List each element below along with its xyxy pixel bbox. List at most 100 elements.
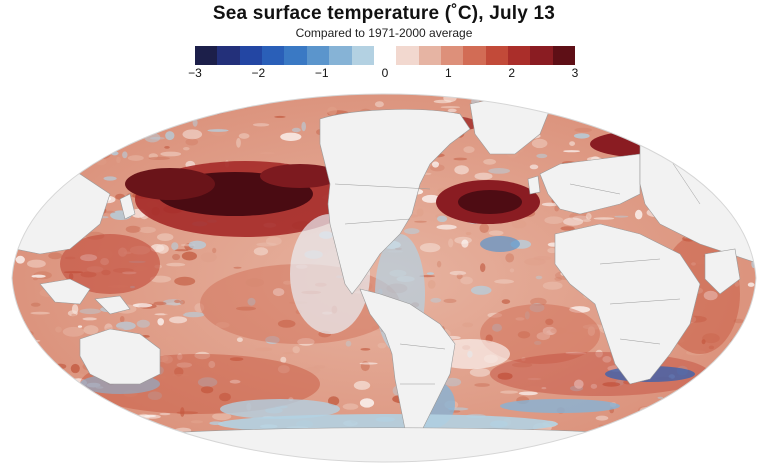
anomaly-speckle xyxy=(83,325,99,335)
color-legend: −3 −2 −1 0 1 2 3 xyxy=(188,46,578,80)
anomaly-speckle xyxy=(116,156,121,164)
anomaly-speckle xyxy=(70,363,80,374)
anomaly-speckle xyxy=(283,280,292,285)
anomaly-speckle xyxy=(106,418,119,422)
anomaly-speckle xyxy=(236,137,241,148)
legend-color-bar xyxy=(195,46,576,65)
anomaly-speckle xyxy=(165,336,175,341)
anomaly-speckle xyxy=(421,194,441,203)
anomaly-speckle xyxy=(24,339,41,343)
anomaly-speckle xyxy=(280,356,287,364)
anomaly-speckle xyxy=(173,87,191,94)
anomaly-speckle xyxy=(91,142,109,145)
land-africa xyxy=(554,223,701,385)
legend-swatch xyxy=(418,46,441,65)
anomaly-speckle xyxy=(130,84,135,88)
anomaly-speckle xyxy=(157,94,180,104)
anomaly-speckle xyxy=(25,163,42,168)
anomaly-speckle xyxy=(673,460,690,462)
anomaly-speckle xyxy=(693,392,699,399)
anomaly-speckle xyxy=(432,161,439,168)
anomaly-speckle xyxy=(48,252,63,260)
anomaly-speckle xyxy=(453,157,468,161)
anomaly-speckle xyxy=(440,106,461,109)
anomaly-speckle xyxy=(592,457,605,462)
anomaly-speckle xyxy=(710,167,730,171)
anomaly-speckle xyxy=(12,230,14,235)
anomaly-speckle xyxy=(115,139,122,147)
anomaly-speckle xyxy=(35,428,52,431)
anomaly-speckle xyxy=(563,150,580,153)
anomaly-speckle xyxy=(89,84,107,92)
anomaly-speckle xyxy=(92,149,111,160)
anomaly-speckle xyxy=(183,445,202,449)
land-north-america xyxy=(319,109,471,295)
anomaly-speckle xyxy=(20,157,40,161)
anomaly-speckle xyxy=(470,285,492,295)
anomaly-speckle xyxy=(75,100,92,109)
anomaly-speckle xyxy=(454,165,469,175)
anomaly-speckle xyxy=(579,101,588,110)
anomaly-speckle xyxy=(728,107,742,115)
anomaly-speckle xyxy=(439,463,447,470)
anomaly-speckle xyxy=(84,430,101,437)
anomaly-speckle xyxy=(541,387,547,390)
anomaly-speckle xyxy=(15,332,26,340)
anomaly-speckle xyxy=(704,101,720,106)
chart-title: Sea surface temperature (˚C), July 13 xyxy=(212,3,556,24)
anomaly-speckle xyxy=(257,460,276,462)
anomaly-speckle xyxy=(253,247,269,256)
anomaly-speckle xyxy=(751,356,756,362)
legend-swatch xyxy=(217,46,240,65)
anomaly-speckle xyxy=(505,253,515,263)
anomaly-speckle xyxy=(181,251,197,261)
anomaly-speckle xyxy=(12,144,21,154)
anomaly-speckle xyxy=(12,395,29,402)
anomaly-speckle xyxy=(42,141,59,150)
anomaly-speckle xyxy=(560,226,575,231)
anomaly-speckle xyxy=(60,380,71,387)
anomaly-speckle xyxy=(494,279,514,284)
anomaly-speckle xyxy=(573,133,590,139)
anomaly-speckle xyxy=(121,432,140,440)
anomaly-speckle xyxy=(43,104,54,113)
anomaly-speckle xyxy=(277,319,296,328)
anomaly-speckle xyxy=(614,215,629,218)
anomaly-speckle xyxy=(160,151,182,157)
anomaly-speckle xyxy=(597,434,612,445)
anomaly-speckle xyxy=(686,156,708,165)
anomaly-speckle xyxy=(0,454,7,456)
anomaly-speckle xyxy=(560,365,569,369)
anomaly-speckle xyxy=(30,311,50,315)
anomaly-speckle xyxy=(685,150,692,156)
anomaly-speckle xyxy=(617,430,634,441)
anomaly-speckle xyxy=(359,398,375,408)
legend-tick-label: −1 xyxy=(314,66,329,80)
anomaly-speckle xyxy=(479,223,489,233)
anomaly-speckle xyxy=(733,318,744,324)
anomaly-speckle xyxy=(527,377,542,381)
anomaly-speckle xyxy=(754,94,756,99)
anomaly-speckle xyxy=(297,338,315,346)
anomaly-speckle xyxy=(703,452,710,461)
anomaly-speckle xyxy=(157,318,164,326)
anomaly-speckle xyxy=(60,108,68,113)
legend-swatch xyxy=(552,46,576,65)
anomaly-speckle xyxy=(313,365,326,369)
anomaly-speckle xyxy=(15,161,25,172)
land-europe xyxy=(539,153,641,215)
anomaly-speckle xyxy=(148,156,170,160)
legend-swatch xyxy=(239,46,263,65)
anomaly-speckle xyxy=(686,94,703,98)
anomaly-speckle xyxy=(613,431,636,437)
anomaly-speckle xyxy=(138,226,156,234)
anomaly-speckle xyxy=(89,419,104,428)
anomaly-speckle xyxy=(16,201,22,211)
anomaly-speckle xyxy=(465,231,472,236)
anomaly-speckle xyxy=(497,372,513,380)
anomaly-speckle xyxy=(593,217,615,220)
anomaly-speckle xyxy=(463,146,475,153)
anomaly-speckle xyxy=(183,147,190,151)
anomaly-speckle xyxy=(480,263,486,273)
anomaly-speckle xyxy=(190,420,204,424)
